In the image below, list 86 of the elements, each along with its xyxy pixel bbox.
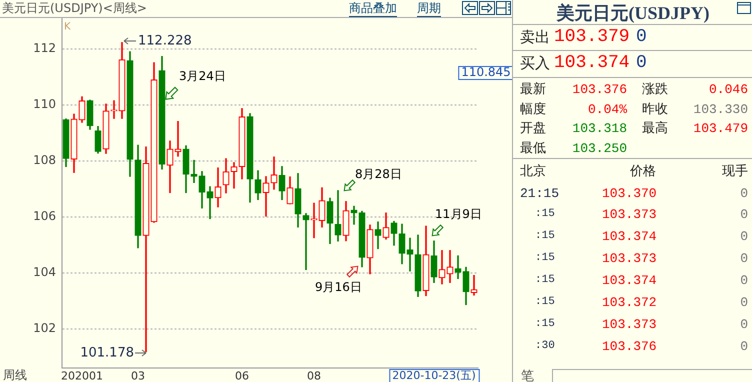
text: 2020-10-23(五): [392, 368, 476, 382]
candlestick: [470, 274, 478, 296]
annotation: 112.228: [138, 33, 192, 48]
x-tick-label: 202001: [61, 369, 103, 382]
text: 0.04%: [588, 102, 627, 116]
text: 笔: [521, 368, 534, 382]
y-tick-label: 110: [33, 96, 56, 111]
y-tick-label: 104: [33, 264, 56, 279]
text: 最高: [642, 120, 668, 136]
text: 价格: [630, 164, 656, 178]
text: 周线: [3, 368, 27, 382]
text: 美元日元(USDJPY): [556, 3, 710, 23]
x-tick-label: 06: [235, 369, 249, 382]
text: 开盘: [520, 120, 546, 136]
x-tick-label: 03: [131, 369, 145, 382]
candlestick: [374, 222, 382, 250]
candlestick: [302, 213, 310, 270]
text: 103.318: [572, 120, 627, 136]
text: 0: [740, 295, 748, 310]
candlestick: [454, 255, 462, 280]
text: 103.479: [693, 120, 748, 136]
text: :15: [535, 296, 555, 308]
y-tick-label: 112: [33, 40, 56, 55]
x-tick-label: 08: [307, 369, 321, 382]
text: :15: [535, 318, 555, 330]
text: 103.374: [602, 273, 657, 288]
text: 103.373: [602, 316, 657, 332]
annotation: 9月16日: [315, 280, 362, 294]
text: :30: [535, 340, 555, 352]
text: 0: [740, 229, 748, 244]
candlestick: [438, 250, 446, 284]
text: 103.376: [602, 338, 657, 354]
annotation: 101.178: [80, 345, 134, 360]
text: 103.374: [602, 229, 657, 244]
annotation: K: [64, 22, 71, 33]
text: 幅度: [520, 102, 546, 116]
y-tick-label: 102: [33, 320, 56, 335]
text: 21:15: [520, 186, 560, 200]
candlestick: [190, 160, 198, 183]
text: 0: [636, 53, 647, 73]
candlestick: [446, 250, 454, 283]
candlestick: [174, 120, 182, 157]
text: 103.330: [693, 102, 748, 116]
text: 103.373: [602, 251, 657, 266]
text: 买入: [520, 54, 550, 72]
text: 0: [636, 27, 647, 47]
annotation: 3月24日: [179, 69, 226, 84]
text: 最低: [520, 140, 546, 156]
annotation: 8月28日: [355, 167, 402, 182]
text: 0.046: [708, 82, 748, 96]
text: 103.379: [554, 27, 630, 47]
annotation: 11月9日: [435, 207, 482, 222]
text: 最新: [520, 82, 546, 96]
candlestick: [206, 186, 214, 220]
text: 昨收: [642, 102, 668, 116]
text: 商品叠加: [349, 1, 397, 16]
candlestick: [262, 176, 270, 217]
chart-title: 美元日元(USDJPY)<周线>: [2, 1, 147, 16]
text: :15: [535, 252, 555, 264]
text: 103.376: [572, 82, 627, 96]
text: 103.373: [602, 207, 657, 222]
text: 103.370: [602, 186, 657, 200]
text: 103.374: [554, 53, 630, 73]
text: 涨跌: [642, 82, 668, 96]
text: 0: [740, 338, 748, 354]
text: :15: [535, 274, 555, 286]
text: 103.250: [572, 140, 627, 156]
text: 103.372: [602, 295, 657, 310]
text: 周期: [417, 1, 441, 16]
text: 0: [740, 251, 748, 266]
text: 0: [740, 207, 748, 222]
text: 现手: [722, 164, 748, 178]
text: 0: [740, 273, 748, 288]
text: :15: [535, 230, 555, 242]
candlestick: [406, 238, 414, 272]
candlestick: [230, 162, 238, 189]
text: 北京: [520, 164, 546, 178]
text: :15: [535, 208, 555, 220]
y-tick-label: 106: [33, 208, 56, 223]
candlestick: [110, 100, 118, 119]
y-tick-label: 108: [33, 152, 56, 167]
text: 0: [740, 186, 748, 200]
annotation: 110.845: [461, 65, 511, 80]
text: 卖出: [520, 28, 550, 46]
text: 0: [740, 316, 748, 332]
candlestick: [334, 190, 342, 242]
